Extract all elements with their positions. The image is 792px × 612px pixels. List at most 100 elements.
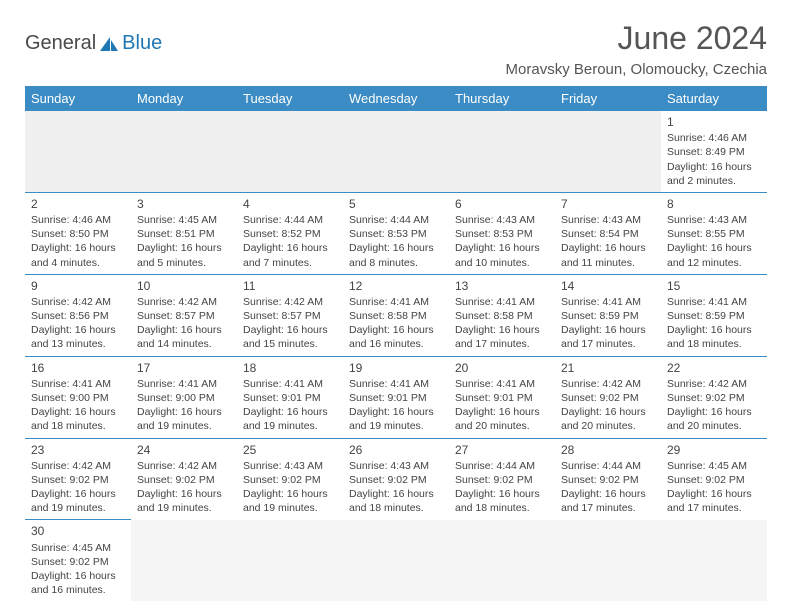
sunrise-line: Sunrise: 4:43 AM xyxy=(561,213,655,227)
title-block: June 2024 Moravsky Beroun, Olomoucky, Cz… xyxy=(506,20,767,78)
calendar-cell: 4Sunrise: 4:44 AMSunset: 8:52 PMDaylight… xyxy=(237,192,343,274)
weekday-header: Monday xyxy=(131,86,237,111)
calendar-cell: 20Sunrise: 4:41 AMSunset: 9:01 PMDayligh… xyxy=(449,356,555,438)
sunset-line: Sunset: 9:02 PM xyxy=(561,391,655,405)
sunrise-line: Sunrise: 4:41 AM xyxy=(561,295,655,309)
sunset-line: Sunset: 9:02 PM xyxy=(667,473,761,487)
sunset-line: Sunset: 9:02 PM xyxy=(243,473,337,487)
sunrise-line: Sunrise: 4:45 AM xyxy=(31,541,125,555)
daylight-line: Daylight: 16 hours and 18 minutes. xyxy=(31,405,125,433)
daylight-line: Daylight: 16 hours and 15 minutes. xyxy=(243,323,337,351)
day-number: 27 xyxy=(455,442,549,458)
sunrise-line: Sunrise: 4:41 AM xyxy=(31,377,125,391)
sunset-line: Sunset: 9:02 PM xyxy=(31,555,125,569)
calendar-cell xyxy=(555,111,661,192)
calendar-cell: 14Sunrise: 4:41 AMSunset: 8:59 PMDayligh… xyxy=(555,274,661,356)
sunset-line: Sunset: 9:01 PM xyxy=(349,391,443,405)
sunset-line: Sunset: 8:57 PM xyxy=(243,309,337,323)
weekday-header: Wednesday xyxy=(343,86,449,111)
sunset-line: Sunset: 8:50 PM xyxy=(31,227,125,241)
sunset-line: Sunset: 9:02 PM xyxy=(561,473,655,487)
calendar-cell: 19Sunrise: 4:41 AMSunset: 9:01 PMDayligh… xyxy=(343,356,449,438)
calendar-cell: 23Sunrise: 4:42 AMSunset: 9:02 PMDayligh… xyxy=(25,438,131,520)
calendar-row: 23Sunrise: 4:42 AMSunset: 9:02 PMDayligh… xyxy=(25,438,767,520)
calendar-cell: 24Sunrise: 4:42 AMSunset: 9:02 PMDayligh… xyxy=(131,438,237,520)
sunrise-line: Sunrise: 4:41 AM xyxy=(137,377,231,391)
day-number: 22 xyxy=(667,360,761,376)
day-number: 10 xyxy=(137,278,231,294)
day-number: 17 xyxy=(137,360,231,376)
daylight-line: Daylight: 16 hours and 18 minutes. xyxy=(667,323,761,351)
day-number: 19 xyxy=(349,360,443,376)
daylight-line: Daylight: 16 hours and 19 minutes. xyxy=(31,487,125,515)
calendar-cell: 9Sunrise: 4:42 AMSunset: 8:56 PMDaylight… xyxy=(25,274,131,356)
weekday-header: Saturday xyxy=(661,86,767,111)
day-number: 13 xyxy=(455,278,549,294)
sunset-line: Sunset: 8:57 PM xyxy=(137,309,231,323)
daylight-line: Daylight: 16 hours and 2 minutes. xyxy=(667,160,761,188)
sunrise-line: Sunrise: 4:44 AM xyxy=(243,213,337,227)
day-number: 7 xyxy=(561,196,655,212)
sunset-line: Sunset: 8:49 PM xyxy=(667,145,761,159)
sunrise-line: Sunrise: 4:42 AM xyxy=(667,377,761,391)
sunset-line: Sunset: 8:54 PM xyxy=(561,227,655,241)
sunset-line: Sunset: 9:02 PM xyxy=(137,473,231,487)
day-number: 28 xyxy=(561,442,655,458)
sunset-line: Sunset: 8:51 PM xyxy=(137,227,231,241)
sunrise-line: Sunrise: 4:42 AM xyxy=(31,459,125,473)
calendar-cell xyxy=(237,111,343,192)
calendar-cell xyxy=(131,111,237,192)
logo-text-2: Blue xyxy=(122,32,162,55)
daylight-line: Daylight: 16 hours and 20 minutes. xyxy=(561,405,655,433)
calendar-cell: 7Sunrise: 4:43 AMSunset: 8:54 PMDaylight… xyxy=(555,192,661,274)
calendar-cell: 11Sunrise: 4:42 AMSunset: 8:57 PMDayligh… xyxy=(237,274,343,356)
sunrise-line: Sunrise: 4:42 AM xyxy=(137,295,231,309)
daylight-line: Daylight: 16 hours and 17 minutes. xyxy=(561,323,655,351)
day-number: 3 xyxy=(137,196,231,212)
calendar-cell: 5Sunrise: 4:44 AMSunset: 8:53 PMDaylight… xyxy=(343,192,449,274)
daylight-line: Daylight: 16 hours and 12 minutes. xyxy=(667,241,761,269)
header: General Blue June 2024 Moravsky Beroun, … xyxy=(25,20,767,78)
sunrise-line: Sunrise: 4:43 AM xyxy=(455,213,549,227)
calendar-cell: 2Sunrise: 4:46 AMSunset: 8:50 PMDaylight… xyxy=(25,192,131,274)
day-number: 14 xyxy=(561,278,655,294)
daylight-line: Daylight: 16 hours and 11 minutes. xyxy=(561,241,655,269)
daylight-line: Daylight: 16 hours and 16 minutes. xyxy=(349,323,443,351)
sunrise-line: Sunrise: 4:41 AM xyxy=(243,377,337,391)
sunrise-line: Sunrise: 4:44 AM xyxy=(561,459,655,473)
day-number: 20 xyxy=(455,360,549,376)
sunset-line: Sunset: 9:02 PM xyxy=(667,391,761,405)
logo: General Blue xyxy=(25,32,162,55)
sunset-line: Sunset: 9:02 PM xyxy=(349,473,443,487)
daylight-line: Daylight: 16 hours and 7 minutes. xyxy=(243,241,337,269)
day-number: 24 xyxy=(137,442,231,458)
sunset-line: Sunset: 9:00 PM xyxy=(137,391,231,405)
sunrise-line: Sunrise: 4:44 AM xyxy=(455,459,549,473)
calendar-cell: 1Sunrise: 4:46 AMSunset: 8:49 PMDaylight… xyxy=(661,111,767,192)
weekday-row: Sunday Monday Tuesday Wednesday Thursday… xyxy=(25,86,767,111)
calendar-cell: 30Sunrise: 4:45 AMSunset: 9:02 PMDayligh… xyxy=(25,520,131,601)
sunset-line: Sunset: 8:55 PM xyxy=(667,227,761,241)
sunset-line: Sunset: 9:00 PM xyxy=(31,391,125,405)
sunset-line: Sunset: 9:01 PM xyxy=(243,391,337,405)
sunrise-line: Sunrise: 4:41 AM xyxy=(667,295,761,309)
sunrise-line: Sunrise: 4:45 AM xyxy=(667,459,761,473)
daylight-line: Daylight: 16 hours and 8 minutes. xyxy=(349,241,443,269)
weekday-header: Thursday xyxy=(449,86,555,111)
daylight-line: Daylight: 16 hours and 5 minutes. xyxy=(137,241,231,269)
calendar-cell: 10Sunrise: 4:42 AMSunset: 8:57 PMDayligh… xyxy=(131,274,237,356)
daylight-line: Daylight: 16 hours and 20 minutes. xyxy=(455,405,549,433)
logo-text-1: General xyxy=(25,32,96,55)
calendar-cell xyxy=(343,520,449,601)
calendar-cell: 25Sunrise: 4:43 AMSunset: 9:02 PMDayligh… xyxy=(237,438,343,520)
daylight-line: Daylight: 16 hours and 19 minutes. xyxy=(137,405,231,433)
sunrise-line: Sunrise: 4:41 AM xyxy=(349,295,443,309)
calendar-cell xyxy=(449,111,555,192)
calendar-cell: 12Sunrise: 4:41 AMSunset: 8:58 PMDayligh… xyxy=(343,274,449,356)
daylight-line: Daylight: 16 hours and 17 minutes. xyxy=(561,487,655,515)
calendar-cell: 26Sunrise: 4:43 AMSunset: 9:02 PMDayligh… xyxy=(343,438,449,520)
daylight-line: Daylight: 16 hours and 4 minutes. xyxy=(31,241,125,269)
sunrise-line: Sunrise: 4:43 AM xyxy=(667,213,761,227)
day-number: 15 xyxy=(667,278,761,294)
sunset-line: Sunset: 8:53 PM xyxy=(349,227,443,241)
